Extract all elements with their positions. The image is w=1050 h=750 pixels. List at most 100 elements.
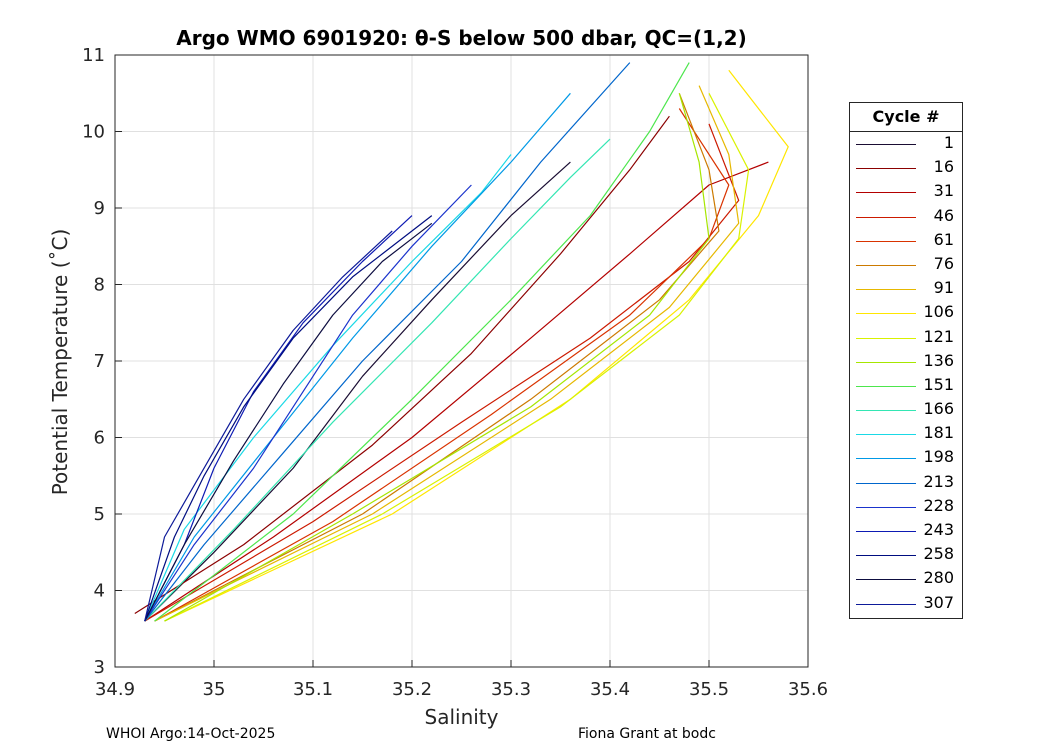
legend-swatch xyxy=(856,555,916,557)
legend-label: 46 xyxy=(933,205,954,225)
legend-swatch xyxy=(856,579,916,581)
legend-label: 181 xyxy=(923,423,954,443)
legend-entry: 136 xyxy=(850,350,962,374)
y-tick-label: 10 xyxy=(82,122,105,143)
y-axis-label: Potential Temperature (˚C) xyxy=(48,228,72,496)
legend-entry: 213 xyxy=(850,471,962,495)
series-line-cycle-280 xyxy=(144,222,433,622)
y-tick-label: 11 xyxy=(82,45,105,66)
series-line-cycle-136 xyxy=(164,93,710,622)
legend-entry: 106 xyxy=(850,301,962,325)
x-tick-label: 34.9 xyxy=(95,679,135,700)
legend-swatch xyxy=(856,168,916,170)
legend-label: 121 xyxy=(923,326,954,346)
legend-label: 136 xyxy=(923,350,954,370)
legend-swatch xyxy=(856,458,916,460)
legend-entry: 151 xyxy=(850,374,962,398)
series-line-cycle-213 xyxy=(144,62,631,622)
legend-swatch xyxy=(856,144,916,145)
legend-label: 213 xyxy=(923,471,954,491)
y-tick-label: 3 xyxy=(94,657,105,678)
legend-label: 198 xyxy=(923,447,954,467)
legend-entry: 280 xyxy=(850,567,962,591)
legend-entry: 76 xyxy=(850,253,962,277)
legend-label: 76 xyxy=(933,253,954,273)
legend-swatch xyxy=(856,482,916,484)
legend-label: 1 xyxy=(943,133,954,152)
series-line-cycle-228 xyxy=(144,184,472,622)
legend-swatch xyxy=(856,216,916,218)
legend-label: 16 xyxy=(933,157,954,177)
legend-entry: 61 xyxy=(850,229,962,253)
legend-label: 166 xyxy=(923,399,954,419)
series-line-cycle-76 xyxy=(154,93,720,622)
series-line-cycle-1 xyxy=(144,161,571,622)
series-lines xyxy=(134,62,789,622)
legend-label: 307 xyxy=(923,592,954,612)
y-tick-label: 4 xyxy=(94,581,105,602)
legend-entry: 31 xyxy=(850,180,962,204)
legend-entry: 181 xyxy=(850,422,962,446)
x-axis-label: Salinity xyxy=(424,705,499,729)
series-line-cycle-91 xyxy=(154,85,740,622)
legend-swatch xyxy=(856,506,916,508)
series-line-cycle-121 xyxy=(164,93,750,622)
series-line-cycle-258 xyxy=(144,215,433,622)
chart-title: Argo WMO 6901920: θ-S below 500 dbar, QC… xyxy=(176,26,747,50)
legend-entry: 258 xyxy=(850,543,962,567)
x-ticks: 34.9 35 35.1 35.2 35.3 35.4 35.5 35.6 xyxy=(95,660,828,700)
x-tick-label: 35.5 xyxy=(689,679,729,700)
legend-label: 151 xyxy=(923,374,954,394)
x-tick-label: 35.1 xyxy=(293,679,333,700)
x-tick-label: 35.4 xyxy=(590,679,630,700)
legend-entry: 166 xyxy=(850,398,962,422)
legend-entry: 243 xyxy=(850,519,962,543)
legend-entry: 198 xyxy=(850,446,962,470)
series-line-cycle-31 xyxy=(144,161,769,622)
legend-swatch xyxy=(856,313,916,315)
y-tick-label: 8 xyxy=(94,275,105,296)
legend-swatch xyxy=(856,361,916,363)
series-line-cycle-151 xyxy=(154,62,690,622)
legend-label: 228 xyxy=(923,495,954,515)
footer-author: Fiona Grant at bodc xyxy=(578,726,716,742)
legend-swatch xyxy=(856,240,916,242)
legend-entry: 16 xyxy=(850,156,962,180)
legend-entry: 307 xyxy=(850,592,962,616)
legend-label: 61 xyxy=(933,229,954,249)
x-tick-label: 35.6 xyxy=(788,679,828,700)
x-tick-label: 35.3 xyxy=(491,679,531,700)
y-tick-label: 7 xyxy=(94,351,105,372)
legend-entry: 1 xyxy=(850,132,962,156)
legend-swatch xyxy=(856,410,916,412)
legend-entry: 46 xyxy=(850,205,962,229)
footer-source: WHOI Argo:14-Oct-2025 xyxy=(106,726,276,742)
legend-entry: 91 xyxy=(850,277,962,301)
legend-label: 106 xyxy=(923,302,954,322)
legend-swatch xyxy=(856,337,916,339)
legend-entry: 228 xyxy=(850,495,962,519)
y-tick-label: 9 xyxy=(94,198,105,219)
series-line-cycle-61 xyxy=(154,108,730,622)
legend-swatch xyxy=(856,531,916,532)
legend-title: Cycle # xyxy=(850,103,962,132)
legend-swatch xyxy=(856,434,916,436)
legend-swatch xyxy=(856,192,916,194)
series-line-cycle-307 xyxy=(144,230,393,622)
legend: Cycle # 1 16 31 46 61 76 91 106 121 136 151 166 181 1… xyxy=(849,102,963,619)
legend-label: 31 xyxy=(933,181,954,201)
legend-label: 280 xyxy=(923,568,954,588)
legend-swatch xyxy=(856,264,916,266)
series-line-cycle-166 xyxy=(144,138,611,622)
series-line-cycle-16 xyxy=(134,115,670,615)
y-tick-label: 6 xyxy=(94,428,105,449)
legend-label: 258 xyxy=(923,544,954,564)
x-tick-label: 35.2 xyxy=(392,679,432,700)
legend-entries: 1 16 31 46 61 76 91 106 121 136 151 166 181 198 213 228… xyxy=(850,132,962,616)
y-tick-label: 5 xyxy=(94,504,105,525)
legend-label: 91 xyxy=(933,278,954,298)
legend-swatch xyxy=(856,289,916,291)
series-line-cycle-46 xyxy=(144,123,740,622)
